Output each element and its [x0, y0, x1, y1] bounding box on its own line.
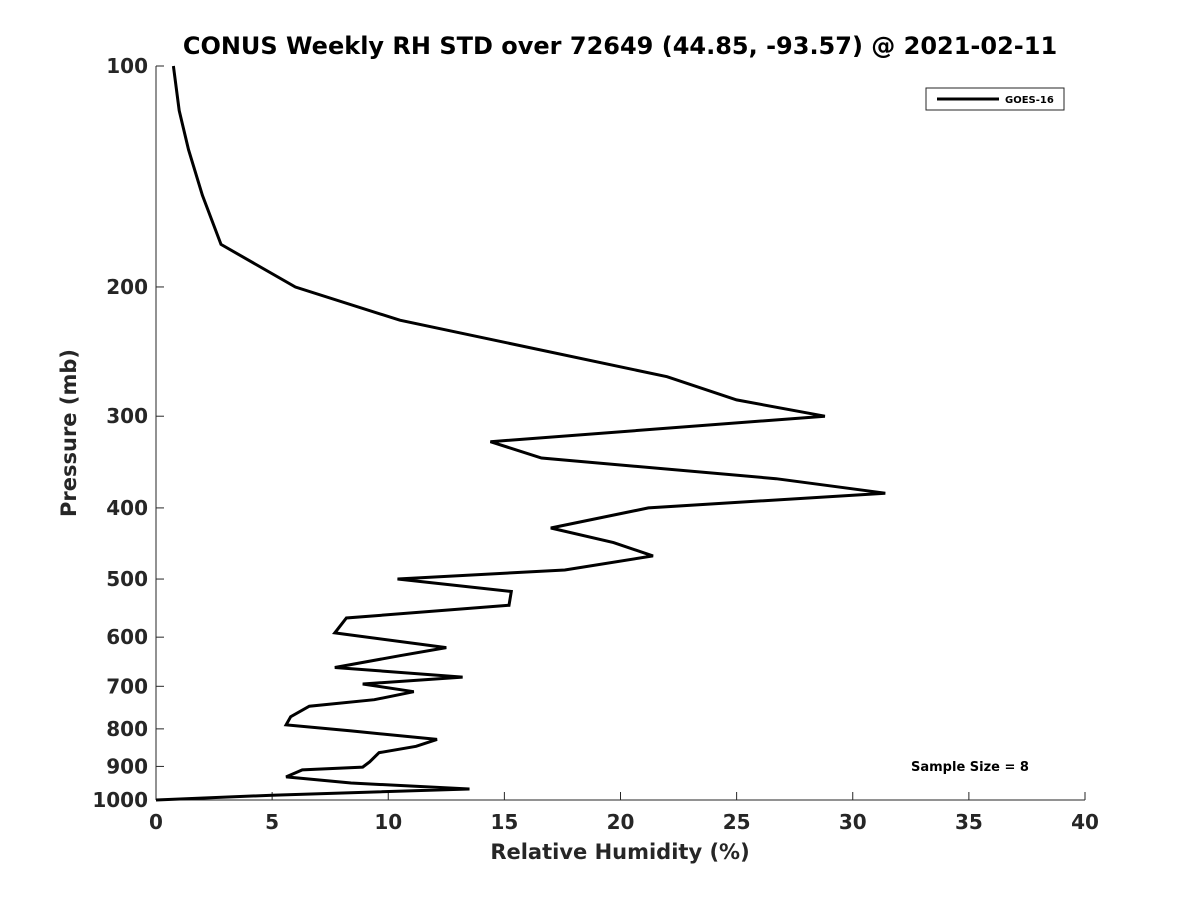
x-axis-ticks: 0 5 10 15 20 25 30 35 40 — [149, 792, 1099, 834]
sample-size-annotation: Sample Size = 8 — [911, 760, 1029, 775]
chart-title: CONUS Weekly RH STD over 72649 (44.85, -… — [183, 32, 1057, 60]
y-tick-label: 1000 — [92, 788, 148, 812]
x-tick-label: 35 — [955, 810, 983, 834]
x-tick-label: 15 — [490, 810, 518, 834]
x-axis-label: Relative Humidity (%) — [490, 840, 749, 864]
y-tick-label: 500 — [106, 567, 148, 591]
y-tick-label: 200 — [106, 275, 148, 299]
y-tick-label: 300 — [106, 404, 148, 428]
x-tick-label: 40 — [1071, 810, 1099, 834]
legend-label-goes-16: GOES-16 — [1005, 95, 1054, 106]
y-tick-label: 700 — [106, 674, 148, 698]
x-tick-label: 10 — [374, 810, 402, 834]
y-tick-label: 900 — [106, 754, 148, 778]
y-tick-label: 600 — [106, 625, 148, 649]
series-layer — [155, 65, 886, 802]
x-tick-label: 5 — [265, 810, 279, 834]
x-tick-label: 30 — [839, 810, 867, 834]
y-tick-label: 400 — [106, 496, 148, 520]
y-tick-label: 800 — [106, 717, 148, 741]
x-tick-label: 20 — [607, 810, 635, 834]
x-tick-label: 0 — [149, 810, 163, 834]
x-tick-label: 25 — [723, 810, 751, 834]
legend: GOES-16 — [925, 87, 1065, 111]
series-line-goes-16 — [155, 65, 886, 802]
y-axis-ticks: 100 200 300 400 500 600 700 800 900 1000 — [92, 54, 164, 812]
y-tick-label: 100 — [106, 54, 148, 78]
y-axis-label: Pressure (mb) — [57, 349, 81, 517]
